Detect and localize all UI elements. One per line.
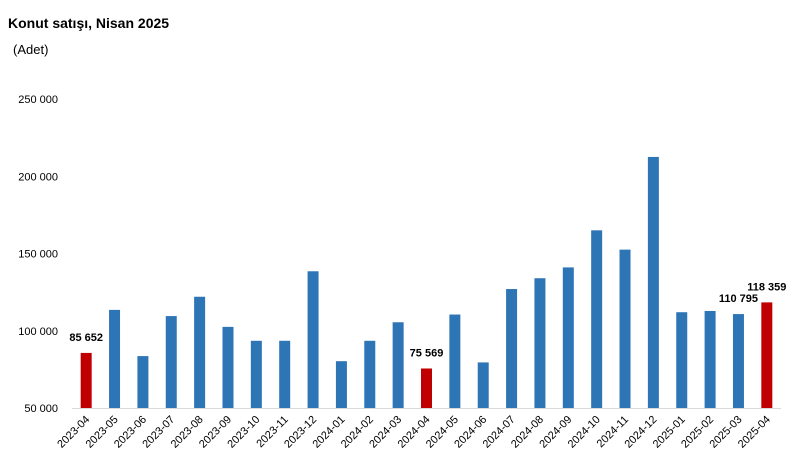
bar [250, 340, 262, 408]
data-label: 75 569 [410, 347, 444, 359]
data-label: 85 652 [69, 332, 103, 344]
bar [222, 326, 234, 408]
data-label: 110 795 [719, 293, 758, 305]
bar [392, 322, 404, 408]
bar [704, 310, 716, 408]
bar [364, 340, 376, 408]
bar [80, 352, 92, 408]
y-tick-label: 150 000 [18, 249, 58, 261]
y-tick-label: 100 000 [18, 326, 58, 338]
y-tick-label: 250 000 [18, 94, 58, 106]
y-tick-label: 50 000 [24, 403, 58, 415]
bar [421, 368, 432, 408]
bar [449, 314, 461, 408]
data-label: 118 359 [747, 281, 786, 293]
bar [761, 302, 773, 408]
bar [534, 278, 546, 408]
chart-subtitle: (Adet) [13, 42, 49, 57]
chart-title: Konut satışı, Nisan 2025 [8, 15, 170, 31]
bar [506, 289, 518, 408]
bar [279, 340, 291, 408]
bar [109, 309, 121, 408]
bar [732, 314, 744, 408]
bar [477, 362, 489, 408]
bar [137, 356, 149, 408]
bar [676, 312, 688, 408]
bar [647, 156, 659, 408]
bar [307, 271, 319, 408]
bar [562, 267, 574, 408]
y-tick-label: 200 000 [18, 171, 58, 183]
bar [194, 296, 206, 408]
bar [335, 361, 347, 408]
bar [591, 230, 603, 408]
bar [619, 249, 631, 408]
bar [165, 316, 177, 408]
